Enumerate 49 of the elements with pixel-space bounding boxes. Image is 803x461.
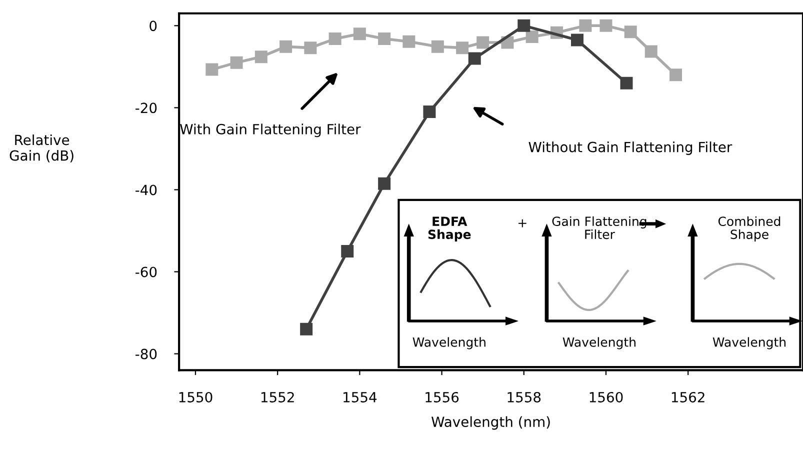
point	[518, 19, 530, 32]
x-tick-label: 1554	[344, 392, 377, 402]
annotation: Combined Shape	[718, 216, 780, 242]
point	[353, 28, 366, 40]
point	[644, 45, 658, 58]
point	[579, 19, 592, 32]
annotation: EDFA Shape	[428, 216, 471, 242]
point	[280, 40, 292, 53]
point	[378, 32, 391, 46]
point	[378, 177, 391, 190]
x-tick-label: 1550	[179, 392, 212, 402]
point	[304, 42, 317, 54]
point	[230, 56, 243, 69]
x-tick-label: 1556	[426, 392, 459, 402]
point	[468, 52, 481, 65]
annotation: Wavelength	[562, 337, 636, 350]
point	[431, 40, 444, 53]
y-tick-label: -60	[136, 266, 157, 278]
point	[476, 36, 490, 49]
point	[300, 322, 313, 336]
y-tick-label: -80	[136, 348, 157, 360]
point	[328, 32, 342, 46]
point	[620, 76, 633, 90]
y-tick-label: 0	[150, 20, 157, 32]
point	[402, 35, 416, 48]
point	[423, 106, 436, 118]
point	[570, 34, 584, 46]
point	[624, 26, 637, 38]
point	[206, 63, 218, 76]
annotation: Without Gain Flattening Filter	[528, 142, 732, 155]
y-tick-label: -40	[136, 184, 157, 196]
x-tick-label: 1560	[590, 392, 623, 402]
annotation: Wavelength	[712, 337, 786, 350]
x-axis-title: Wavelength (nm)	[432, 416, 550, 430]
annotation: With Gain Flattening Filter	[180, 124, 361, 138]
y-tick-label: -20	[136, 102, 157, 114]
point	[670, 68, 682, 82]
x-tick-label: 1562	[672, 392, 704, 402]
y-axis-title: Relative Gain (dB)	[10, 134, 74, 162]
point	[600, 19, 612, 32]
point	[456, 42, 469, 54]
point	[341, 244, 354, 258]
point	[254, 50, 268, 64]
annotation: Wavelength	[412, 337, 486, 350]
x-tick-label: 1558	[508, 392, 541, 402]
x-tick-label: 1552	[261, 392, 294, 402]
annotation: +	[518, 219, 526, 228]
point	[526, 30, 538, 43]
annotation: Gain Flattening Filter	[552, 216, 646, 240]
